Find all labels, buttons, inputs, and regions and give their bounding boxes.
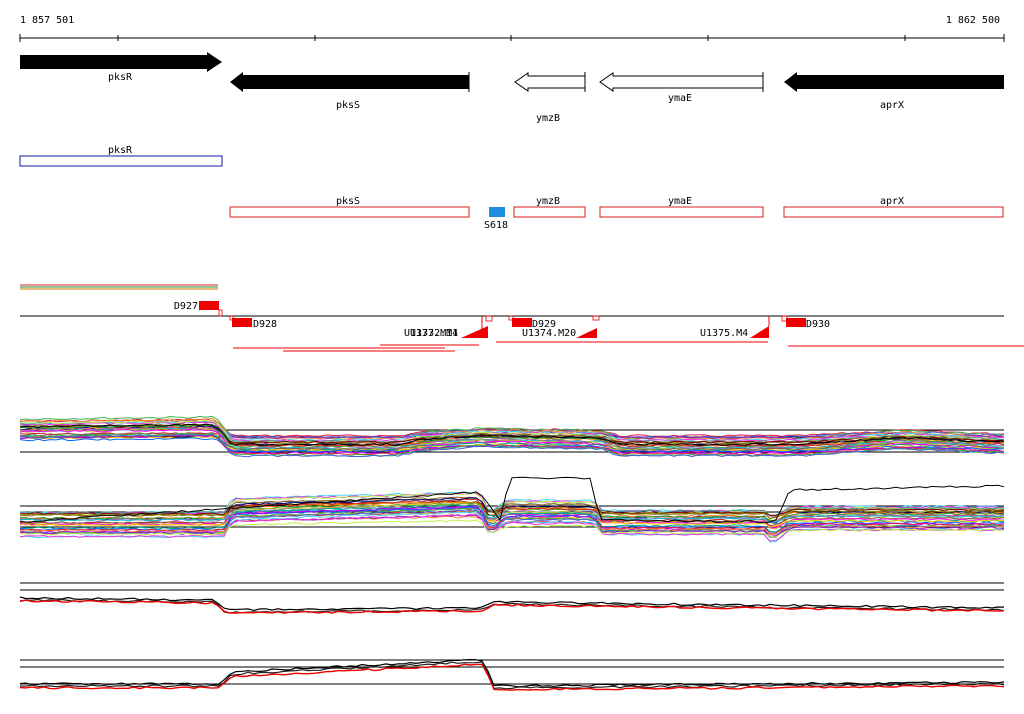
site-label: S618	[484, 220, 508, 231]
annotation-label-pksS: pksS	[336, 196, 360, 207]
feature-tick	[592, 315, 600, 321]
gene-arrow-aprX[interactable]	[784, 72, 1004, 92]
feature-tick	[485, 315, 493, 322]
feature-wedge[interactable]	[576, 328, 597, 338]
expression-trace	[19, 663, 1005, 691]
expression-trace	[20, 500, 1005, 516]
feature-label-U1375: U1375.M4	[700, 328, 748, 339]
annotation-label-aprX: aprX	[880, 196, 904, 207]
expression-trace	[19, 423, 1005, 446]
gene-label-aprX: aprX	[880, 100, 904, 111]
expression-trace	[19, 437, 1004, 453]
feature-tick	[508, 315, 514, 321]
expression-trace	[19, 434, 1005, 455]
feature-wedge[interactable]	[750, 326, 769, 338]
expression-trace	[19, 426, 1005, 450]
gene-label-pksR: pksR	[108, 72, 133, 83]
expression-trace	[19, 519, 1005, 538]
feature-tick	[229, 315, 234, 321]
expression-trace	[19, 419, 1005, 444]
annotation-label-ymzB: ymzB	[536, 196, 560, 207]
gene-label-ymaE: ymaE	[668, 93, 692, 104]
annotation-box-pksS[interactable]	[229, 206, 470, 218]
annotation-box-pksR[interactable]	[19, 155, 223, 167]
gene-arrow-ymzB[interactable]	[514, 72, 586, 92]
feature-tick	[781, 315, 788, 322]
expression-tracks	[19, 415, 1005, 691]
feature-label-D929: D929	[532, 319, 556, 330]
expression-trace	[19, 415, 1005, 439]
expression-trace	[19, 476, 1005, 524]
ruler-start-label: 1 857 501	[20, 15, 74, 26]
annotation-box-aprX[interactable]	[783, 206, 1004, 218]
ruler-end-label: 1 862 500	[946, 15, 1000, 26]
feature-wedge[interactable]	[461, 326, 488, 338]
expression-trace	[19, 509, 1005, 535]
annotation-label-ymaE: ymaE	[668, 196, 692, 207]
expression-trace	[19, 596, 1005, 612]
site-marker[interactable]	[489, 207, 505, 217]
gene-track: pksR pksS ymzB ymaE aprX	[20, 52, 1004, 124]
gene-arrow-pksS[interactable]	[230, 72, 469, 92]
feature-label-D928: D928	[253, 319, 277, 330]
annotation-box-ymaE[interactable]	[599, 206, 764, 218]
ruler: 1 857 501 1 862 500	[19, 15, 1005, 42]
feature-track: D927 D928 U1373.M14 U1372.M1 D929 U1374.…	[20, 284, 1024, 352]
gene-label-ymzB: ymzB	[536, 113, 560, 124]
feature-block-D928[interactable]	[232, 318, 252, 327]
feature-block-D927[interactable]	[199, 301, 219, 310]
feature-label-D927: D927	[174, 301, 198, 312]
annotation-label-pksR: pksR	[108, 145, 133, 156]
gene-arrow-pksR[interactable]	[20, 52, 222, 72]
feature-label-U1372: U1372.M1	[410, 328, 458, 339]
expression-trace	[19, 516, 1005, 534]
feature-block-D929[interactable]	[512, 318, 532, 327]
gene-arrow-ymaE[interactable]	[599, 72, 764, 92]
feature-label-U1374: U1374.M20	[522, 328, 576, 339]
annotation-track: pksR pksS ymzB ymaE aprX S618	[19, 145, 1004, 231]
gene-label-pksS: pksS	[336, 100, 360, 111]
expression-trace	[19, 433, 1005, 458]
feature-block-D930[interactable]	[786, 318, 806, 327]
feature-label-U1373: U1373.M14	[404, 328, 458, 339]
expression-trace	[19, 599, 1005, 614]
expression-trace	[19, 661, 1005, 690]
feature-tick	[218, 309, 223, 317]
annotation-box-ymzB[interactable]	[513, 206, 586, 218]
expression-trace	[19, 658, 1005, 688]
expression-trace	[19, 421, 1005, 442]
expression-trace	[19, 506, 1005, 529]
feature-label-D930: D930	[806, 319, 830, 330]
expression-trace	[19, 432, 1005, 457]
